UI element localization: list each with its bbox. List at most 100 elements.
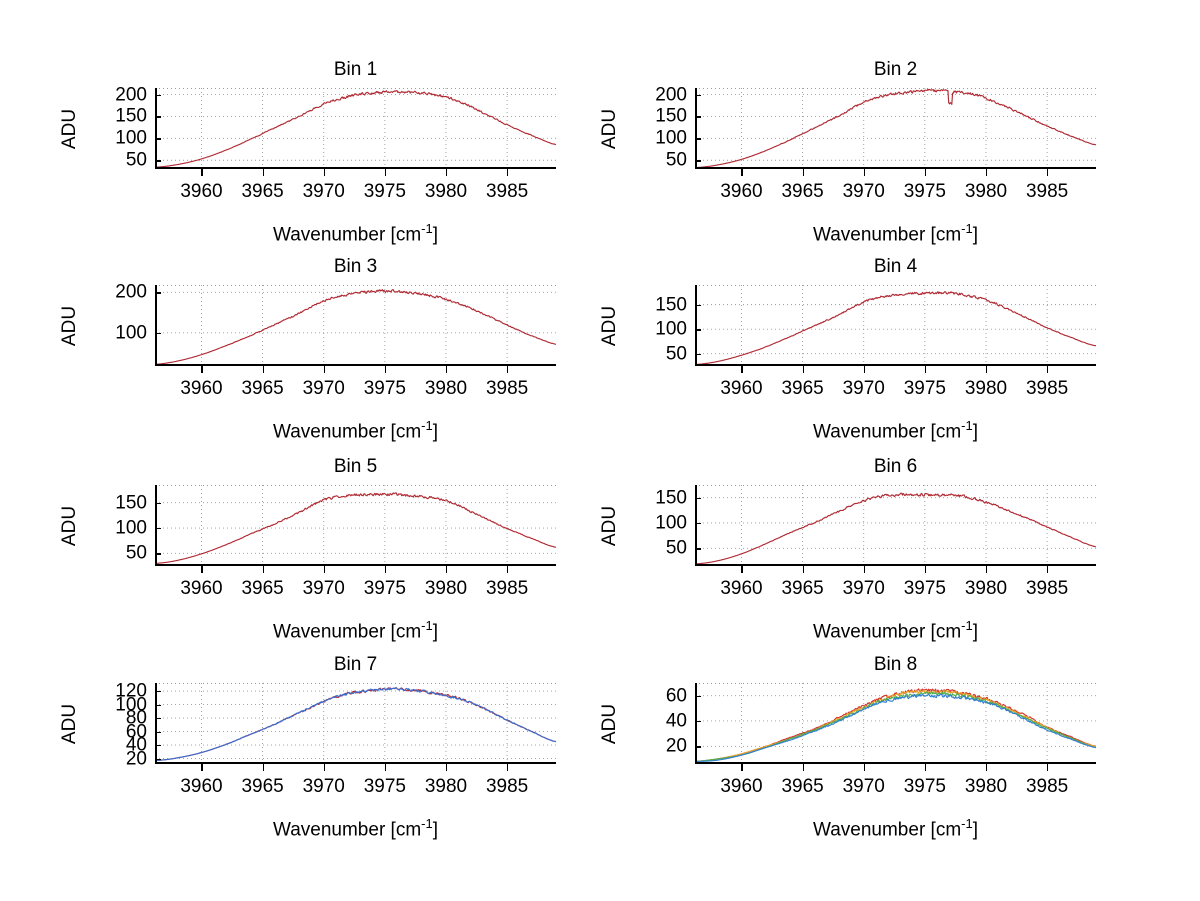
x-axis-label-bracket: ] bbox=[432, 621, 438, 643]
x-tick-label: 3975 bbox=[363, 776, 406, 797]
x-tick-label: 3970 bbox=[842, 578, 885, 599]
y-tick-label: 100 bbox=[115, 694, 147, 716]
x-tick-label: 3975 bbox=[903, 578, 946, 599]
y-tick-label: 60 bbox=[125, 721, 147, 743]
y-tick-label: 150 bbox=[655, 105, 687, 127]
x-tick-mark bbox=[323, 764, 326, 771]
y-tick-mark bbox=[695, 497, 701, 500]
data-trace-trace-blue bbox=[695, 693, 1096, 763]
x-axis-label: Wavenumber [cm-1] bbox=[695, 221, 1096, 246]
y-tick-label: 100 bbox=[115, 127, 147, 149]
y-tick-mark bbox=[695, 720, 701, 723]
y-tick-label: 60 bbox=[665, 685, 687, 707]
x-tick-mark bbox=[384, 764, 387, 771]
y-tick-mark bbox=[695, 329, 701, 331]
x-tick-label: 3975 bbox=[903, 378, 946, 399]
x-tick-mark bbox=[445, 566, 448, 573]
x-tick-mark bbox=[323, 169, 326, 176]
y-tick-mark bbox=[695, 353, 701, 356]
x-tick-mark bbox=[445, 169, 448, 176]
x-tick-label: 3960 bbox=[180, 578, 223, 599]
x-axis-label: Wavenumber [cm-1] bbox=[155, 816, 556, 841]
y-tick-label: 150 bbox=[115, 105, 147, 127]
y-tick-mark bbox=[695, 138, 701, 140]
y-axis-label: ADU bbox=[59, 108, 80, 149]
x-axis-label-exponent: -1 bbox=[961, 816, 973, 831]
x-tick-label: 3960 bbox=[180, 776, 223, 797]
x-axis-line bbox=[155, 762, 556, 764]
data-trace-trace-1 bbox=[155, 289, 556, 365]
x-axis-label-exponent: -1 bbox=[961, 418, 973, 433]
x-tick-mark bbox=[985, 169, 988, 176]
y-axis-label: ADU bbox=[599, 108, 620, 149]
x-tick-mark bbox=[201, 169, 203, 176]
data-trace-trace-1 bbox=[155, 492, 556, 565]
plot-area: 50 100 150 3960 3965 3970 3975 3980 3985 bbox=[655, 485, 1096, 598]
y-axis-line bbox=[155, 485, 157, 566]
x-tick-label: 3960 bbox=[720, 181, 763, 202]
x-tick-label: 3960 bbox=[720, 578, 763, 599]
x-tick-mark bbox=[863, 366, 866, 373]
x-tick-label: 3970 bbox=[302, 378, 345, 399]
x-tick-label: 3975 bbox=[903, 776, 946, 797]
y-tick-label: 50 bbox=[665, 537, 687, 559]
x-axis-label: Wavenumber [cm-1] bbox=[695, 418, 1096, 443]
x-tick-label: 3980 bbox=[964, 578, 1008, 599]
y-tick-mark bbox=[695, 304, 701, 307]
data-trace-trace-1 bbox=[695, 88, 1096, 169]
x-tick-mark bbox=[741, 366, 743, 373]
subplot-title: Bin 6 bbox=[873, 456, 918, 477]
x-tick-mark bbox=[445, 764, 448, 771]
plot-canvas bbox=[155, 285, 556, 366]
y-tick-group: 20 40 60 bbox=[615, 683, 695, 764]
y-tick-label: 100 bbox=[655, 127, 687, 149]
subplot-bin-5: Bin 5 50 100 150 3960 3965 3970 3975 3980 3985 ADU… bbox=[45, 455, 596, 646]
x-tick-label: 3980 bbox=[424, 378, 468, 399]
subplot-bin-1: Bin 1 50 100 150 200 3960 3965 3970 3975 3980 3985… bbox=[45, 58, 596, 249]
plot-area: 50 100 150 3960 3965 3970 3975 3980 3985 bbox=[115, 485, 556, 598]
x-tick-mark bbox=[741, 169, 743, 176]
x-tick-mark bbox=[985, 566, 988, 573]
y-tick-label: 150 bbox=[655, 487, 687, 509]
subplot-title: Bin 8 bbox=[873, 654, 918, 675]
y-tick-mark bbox=[695, 94, 701, 96]
y-tick-label: 80 bbox=[125, 707, 147, 729]
x-tick-label: 3985 bbox=[1025, 578, 1069, 599]
x-tick-mark bbox=[201, 764, 203, 771]
y-tick-mark bbox=[155, 758, 161, 760]
plot-canvas bbox=[155, 683, 556, 764]
x-tick-mark bbox=[863, 566, 866, 573]
y-tick-mark bbox=[155, 745, 161, 747]
x-tick-mark bbox=[1047, 566, 1049, 573]
x-axis-label-text: Wavenumber [cm bbox=[272, 819, 422, 841]
x-tick-mark bbox=[924, 169, 927, 176]
x-tick-label: 3980 bbox=[424, 578, 468, 599]
x-tick-mark bbox=[741, 566, 743, 573]
x-tick-label: 3965 bbox=[781, 776, 824, 797]
x-axis-label-text: Wavenumber [cm bbox=[812, 621, 962, 643]
x-axis-label-bracket: ] bbox=[972, 621, 978, 643]
y-tick-label: 50 bbox=[665, 149, 687, 171]
plot-area: 20 40 60 80 100 120 3960 3965 3970 3975 3980 3985 bbox=[115, 682, 556, 796]
plot-area: 50 100 150 200 3960 3965 3970 3975 3980 3985 bbox=[115, 85, 556, 201]
y-axis-label: ADU bbox=[599, 305, 620, 346]
x-axis-label: Wavenumber [cm-1] bbox=[155, 618, 556, 643]
x-axis-line bbox=[695, 564, 1096, 566]
y-axis-line bbox=[695, 683, 697, 764]
y-tick-mark bbox=[695, 160, 701, 162]
x-tick-label: 3960 bbox=[180, 181, 223, 202]
x-tick-mark bbox=[985, 366, 988, 373]
y-tick-label: 50 bbox=[125, 542, 147, 564]
x-tick-group: 3960 3965 3970 3975 3980 3985 bbox=[695, 566, 1096, 606]
y-tick-mark bbox=[155, 704, 161, 706]
x-axis-label: Wavenumber [cm-1] bbox=[695, 816, 1096, 841]
plot-area: 50 100 150 3960 3965 3970 3975 3980 3985 bbox=[655, 285, 1096, 398]
x-tick-mark bbox=[384, 366, 387, 373]
subplot-bin-4: Bin 4 50 100 150 3960 3965 3970 3975 3980 3985 ADU… bbox=[585, 255, 1136, 446]
x-tick-mark bbox=[863, 169, 866, 176]
y-tick-mark bbox=[695, 695, 701, 698]
y-axis-label: ADU bbox=[599, 703, 620, 744]
subplot-title: Bin 5 bbox=[333, 456, 378, 477]
x-tick-mark bbox=[1047, 764, 1049, 771]
y-tick-label: 200 bbox=[115, 84, 147, 106]
